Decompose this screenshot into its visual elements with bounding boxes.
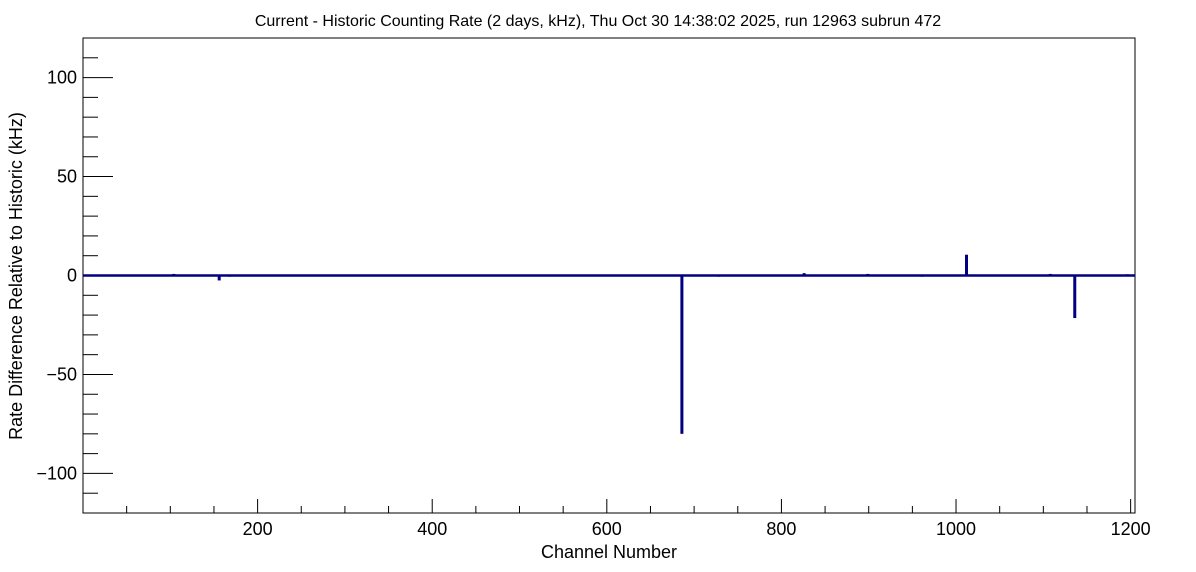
chart-title: Current - Historic Counting Rate (2 days… [255,13,941,30]
data-bar [680,275,684,434]
y-tick-label: −100 [36,463,77,483]
x-tick-label: 400 [417,519,447,539]
x-tick-label: 800 [766,519,796,539]
data-bar [1073,275,1077,319]
y-axis-label: Rate Difference Relative to Historic (kH… [6,112,26,440]
data-bar [217,275,221,281]
data-bar [965,254,969,276]
y-tick-label: 50 [57,167,77,187]
y-tick-label: 0 [67,266,77,286]
x-axis-ticks: 200 400 600 800 1000 1200 [126,499,1151,539]
data-series [142,254,1129,434]
y-tick-label: −50 [46,364,77,384]
x-tick-label: 200 [243,519,273,539]
x-tick-label: 1200 [1111,519,1151,539]
x-tick-label: 1000 [936,519,976,539]
x-axis-label: Channel Number [541,542,677,562]
y-tick-label: 100 [47,68,77,88]
x-tick-label: 600 [592,519,622,539]
